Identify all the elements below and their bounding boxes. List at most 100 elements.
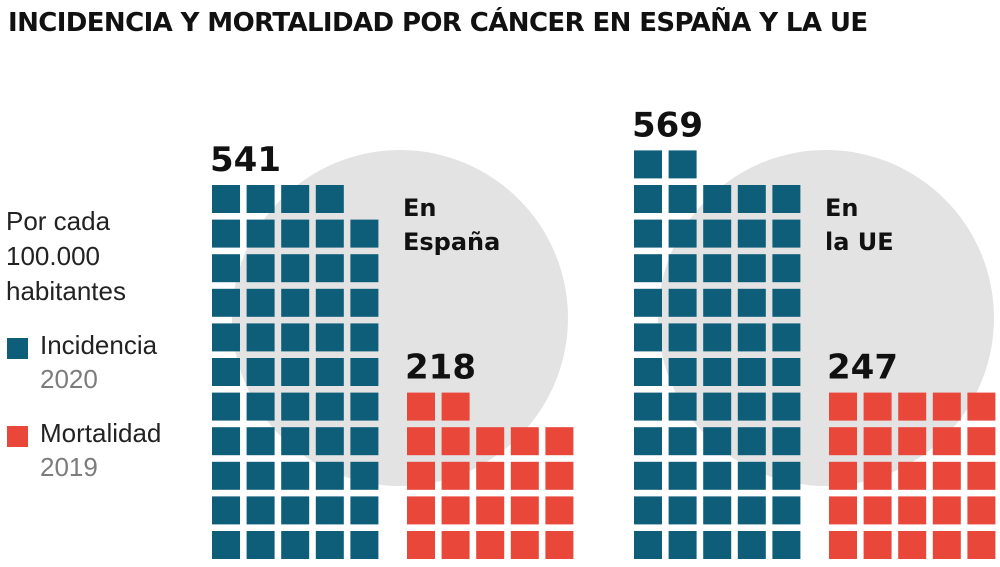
square-incidencia-en-espana [315, 427, 344, 456]
legend-swatch-incidencia [7, 338, 28, 359]
square-incidencia-en-espana [246, 219, 275, 248]
square-incidencia-en-espana [281, 427, 310, 456]
square-incidencia-en-la-ue [737, 461, 766, 490]
square-incidencia-en-la-ue [737, 185, 766, 213]
square-incidencia-en-la-ue [737, 288, 766, 317]
square-incidencia-en-espana [212, 496, 240, 525]
square-incidencia-en-espana [315, 461, 344, 490]
square-incidencia-en-espana [350, 531, 379, 559]
square-incidencia-en-la-ue [668, 185, 697, 213]
square-incidencia-en-la-ue [703, 254, 732, 283]
square-mortalidad-en-la-ue [932, 427, 961, 456]
square-incidencia-en-espana [315, 185, 344, 213]
square-mortalidad-en-la-ue [829, 427, 857, 456]
page-title: INCIDENCIA Y MORTALIDAD POR CÁNCER EN ES… [8, 8, 868, 38]
square-incidencia-en-la-ue [634, 254, 662, 283]
square-incidencia-en-espana [350, 288, 379, 317]
square-incidencia-en-la-ue [634, 392, 662, 421]
square-mortalidad-en-espana [476, 496, 505, 525]
square-incidencia-en-espana [281, 392, 310, 421]
square-incidencia-en-espana [281, 496, 310, 525]
square-incidencia-en-espana [281, 254, 310, 283]
square-mortalidad-en-espana [510, 427, 539, 456]
square-incidencia-en-la-ue [703, 185, 732, 213]
square-mortalidad-en-la-ue [967, 427, 996, 456]
square-incidencia-en-la-ue [668, 461, 697, 490]
square-mortalidad-en-la-ue [863, 392, 892, 421]
square-mortalidad-en-espana [510, 496, 539, 525]
square-incidencia-en-espana [246, 496, 275, 525]
square-incidencia-en-la-ue [703, 427, 732, 456]
square-incidencia-en-espana [281, 323, 310, 352]
square-incidencia-en-la-ue [668, 531, 697, 559]
square-incidencia-en-la-ue [737, 219, 766, 248]
square-incidencia-en-la-ue [668, 254, 697, 283]
square-mortalidad-en-la-ue [829, 531, 857, 559]
square-incidencia-en-la-ue [703, 531, 732, 559]
legend-year-incidencia: 2020 [40, 364, 98, 394]
square-incidencia-en-la-ue [772, 392, 801, 421]
square-mortalidad-en-la-ue [863, 531, 892, 559]
square-incidencia-en-la-ue [737, 427, 766, 456]
square-incidencia-en-la-ue [772, 461, 801, 490]
square-incidencia-en-la-ue [634, 531, 662, 559]
square-incidencia-en-la-ue [772, 254, 801, 283]
region-label-en-espana-line-2: España [403, 228, 500, 256]
square-mortalidad-en-espana [545, 427, 574, 456]
square-incidencia-en-la-ue [772, 496, 801, 525]
unit-line-1: Por cada [6, 206, 111, 236]
square-mortalidad-en-la-ue [967, 461, 996, 490]
square-mortalidad-en-espana [407, 427, 435, 456]
square-mortalidad-en-la-ue [898, 496, 927, 525]
square-incidencia-en-la-ue [634, 461, 662, 490]
square-mortalidad-en-espana [510, 461, 539, 490]
square-incidencia-en-la-ue [634, 427, 662, 456]
square-mortalidad-en-espana [441, 427, 470, 456]
square-mortalidad-en-espana [476, 531, 505, 559]
square-incidencia-en-espana [315, 358, 344, 386]
square-mortalidad-en-la-ue [967, 496, 996, 525]
square-incidencia-en-espana [315, 496, 344, 525]
square-incidencia-en-la-ue [703, 358, 732, 386]
square-incidencia-en-espana [315, 531, 344, 559]
square-incidencia-en-espana [212, 323, 240, 352]
square-incidencia-en-la-ue [668, 219, 697, 248]
square-mortalidad-en-la-ue [898, 427, 927, 456]
square-incidencia-en-la-ue [634, 358, 662, 386]
square-incidencia-en-espana [281, 358, 310, 386]
square-incidencia-en-espana [246, 392, 275, 421]
square-mortalidad-en-espana [441, 461, 470, 490]
square-mortalidad-en-la-ue [863, 496, 892, 525]
square-incidencia-en-espana [212, 288, 240, 317]
square-incidencia-en-espana [212, 254, 240, 283]
square-mortalidad-en-la-ue [829, 496, 857, 525]
square-mortalidad-en-la-ue [898, 461, 927, 490]
square-incidencia-en-la-ue [737, 323, 766, 352]
square-incidencia-en-espana [246, 461, 275, 490]
square-incidencia-en-la-ue [634, 288, 662, 317]
square-mortalidad-en-la-ue [829, 392, 857, 421]
value-label-incidencia-en-la-ue: 569 [632, 105, 703, 145]
square-mortalidad-en-la-ue [967, 392, 996, 421]
square-mortalidad-en-espana [407, 461, 435, 490]
square-incidencia-en-espana [350, 496, 379, 525]
unit-line-3: habitantes [6, 276, 126, 306]
square-incidencia-en-espana [246, 358, 275, 386]
square-incidencia-en-la-ue [772, 531, 801, 559]
square-incidencia-en-la-ue [634, 496, 662, 525]
square-incidencia-en-espana [350, 427, 379, 456]
square-mortalidad-en-espana [476, 427, 505, 456]
square-incidencia-en-espana [281, 219, 310, 248]
square-mortalidad-en-la-ue [898, 531, 927, 559]
square-incidencia-en-la-ue [668, 150, 697, 179]
square-mortalidad-en-la-ue [932, 461, 961, 490]
square-incidencia-en-la-ue [668, 427, 697, 456]
square-incidencia-en-la-ue [668, 392, 697, 421]
square-incidencia-en-espana [315, 288, 344, 317]
square-incidencia-en-la-ue [634, 150, 662, 179]
square-incidencia-en-la-ue [703, 461, 732, 490]
unit-line-2: 100.000 [6, 241, 100, 271]
square-incidencia-en-espana [246, 323, 275, 352]
square-incidencia-en-la-ue [737, 392, 766, 421]
